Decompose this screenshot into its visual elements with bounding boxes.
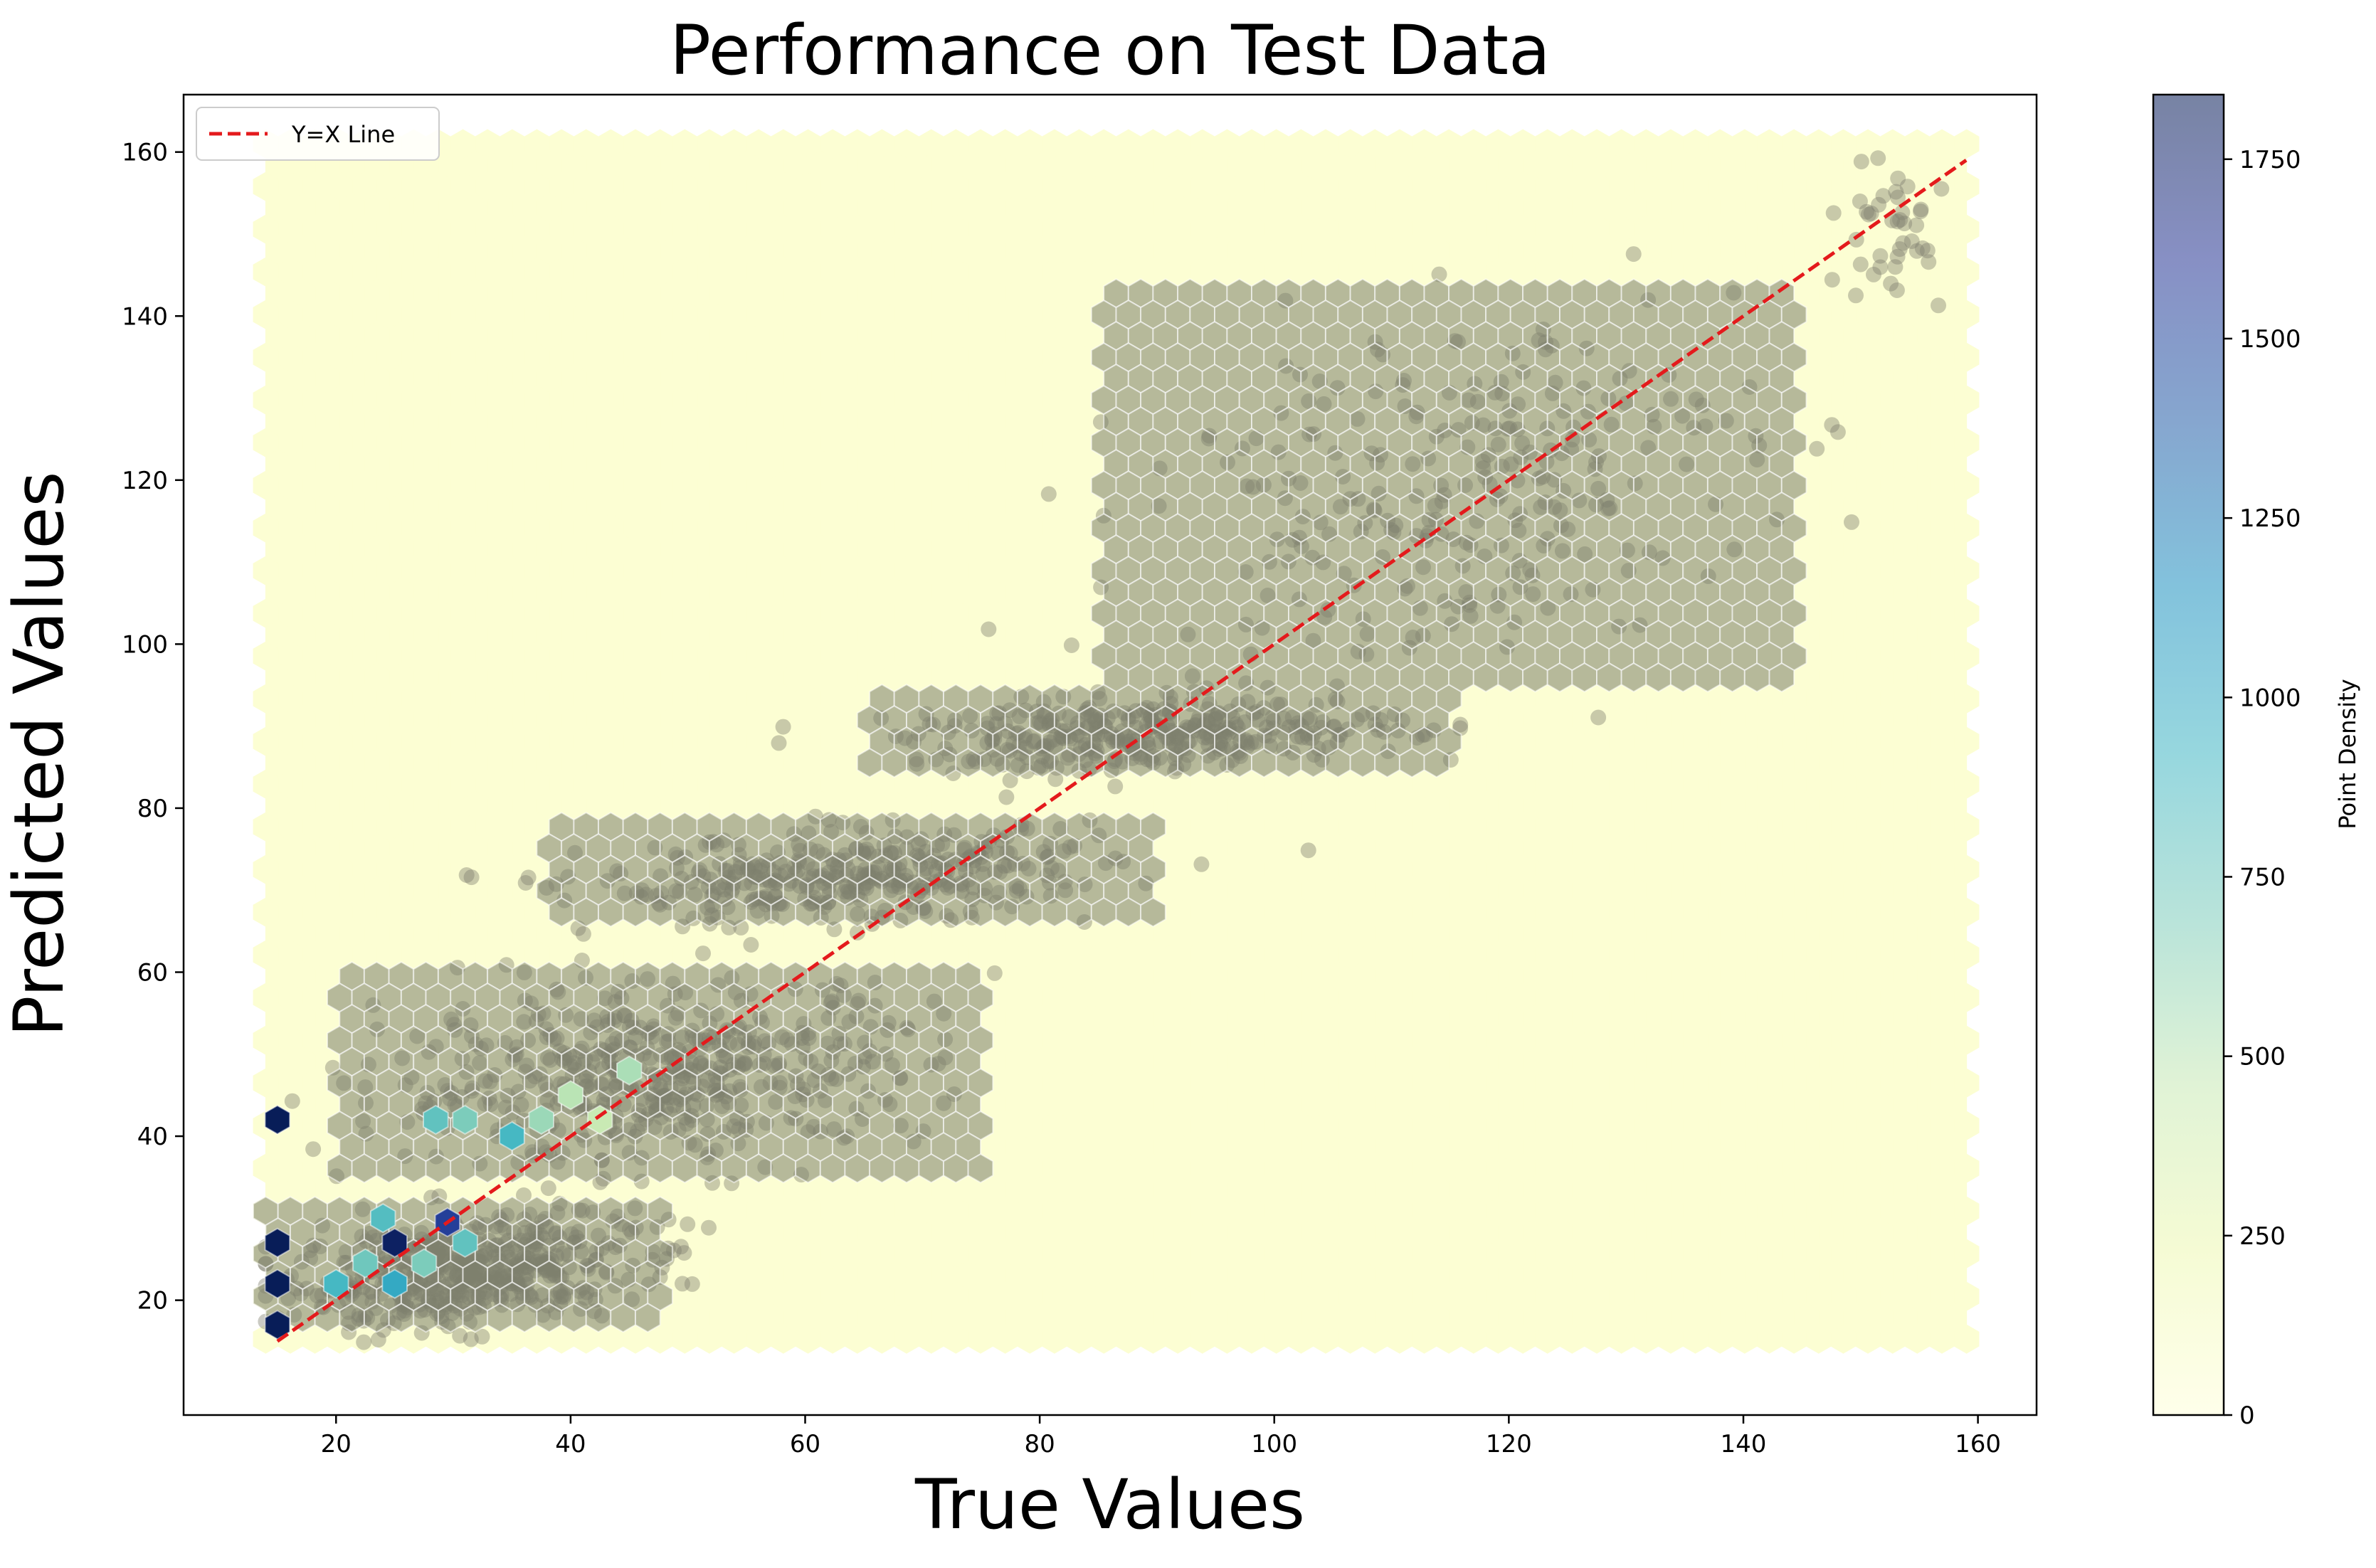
- scatter-point: [540, 1180, 556, 1197]
- scatter-point: [695, 945, 711, 962]
- scatter-point: [701, 1219, 717, 1236]
- scatter-point: [676, 1245, 692, 1261]
- scatter-point: [680, 1216, 696, 1232]
- scatter-point: [684, 1276, 700, 1292]
- scatter-point: [305, 1141, 322, 1158]
- scatter-point: [356, 1334, 372, 1350]
- chart-title: Performance on Test Data: [670, 11, 1551, 90]
- scatter-point: [284, 1093, 300, 1109]
- plot-area: [253, 129, 1980, 1354]
- scatter-point: [370, 1332, 386, 1348]
- scatter-point: [986, 965, 1003, 981]
